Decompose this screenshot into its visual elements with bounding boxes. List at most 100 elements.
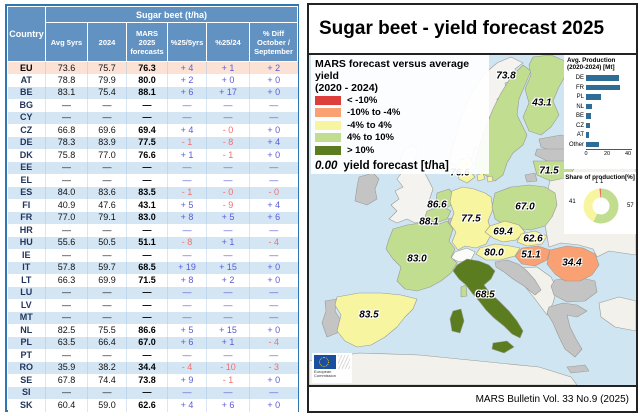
cell: — [206, 386, 250, 399]
table-row: LV — — — — — — [7, 299, 298, 312]
cell: + 6 [267, 212, 281, 223]
map-label-fi: 43.1 [532, 97, 552, 109]
production-inset: Avg. Production (2020-2024) [Mt] DE FR PL N… [564, 55, 636, 169]
cell: 86.6 [126, 324, 168, 337]
cell: — [126, 299, 168, 312]
legend-title-2: (2020 - 2024) [315, 82, 379, 95]
legend-class-label: -10% to -4% [347, 107, 401, 119]
table-row: HU 55.6 50.5 51.1- 8 + 1 - 4 [7, 236, 298, 249]
eu-flag-icon [314, 355, 336, 369]
legend-class-row: -4% to 4% [315, 119, 485, 132]
cell: — [269, 99, 279, 110]
cell: — [206, 111, 250, 124]
country-code: BE [7, 86, 46, 99]
production-bar-row: PL [567, 92, 634, 102]
country-corsica [460, 284, 468, 298]
country-code: FR [7, 211, 46, 224]
cell: — [87, 224, 127, 237]
cell: + 15 [206, 261, 250, 274]
map-label-at: 80.0 [484, 247, 504, 259]
cell: 59.0 [87, 399, 127, 412]
map-label-ro: 34.4 [562, 257, 582, 269]
donut-label-green: 57 [627, 203, 634, 209]
cell: — [45, 161, 88, 174]
cell: 78.3 [45, 136, 88, 149]
country-slovakia [516, 230, 548, 247]
column-header-pct25-24: %25/24 [206, 22, 250, 62]
cell: - 10 [206, 361, 250, 374]
cell: — [126, 224, 168, 237]
legend-swatch [315, 108, 341, 118]
cell: — [87, 111, 127, 124]
cell: 50.5 [87, 236, 127, 249]
cell: — [45, 299, 88, 312]
bar-at [586, 132, 590, 138]
cell: - 0 [206, 186, 250, 199]
cell: 75.8 [45, 149, 88, 162]
cell: — [126, 249, 168, 262]
cell: - 0 [206, 124, 250, 137]
cell: — [206, 299, 250, 312]
cell: + 6 [167, 336, 207, 349]
country-code: HU [7, 236, 46, 249]
table-row: LU — — — — — — [7, 286, 298, 299]
table-row: PT — — — — — — [7, 349, 298, 362]
map-label-se: 73.8 [496, 70, 516, 82]
table-row: MT — — — — — — [7, 311, 298, 324]
cell: + 19 [167, 261, 207, 274]
cell: - 1 [206, 374, 250, 387]
bar-be [586, 113, 592, 119]
cell: + 9 [167, 374, 207, 387]
cell: + 0 [267, 262, 281, 273]
table-row: PL 63.5 66.4 67.0 + 6 + 1 - 4 [7, 336, 298, 349]
cell: — [45, 386, 88, 399]
cell: + 2 [267, 62, 281, 73]
share-donut [583, 188, 619, 224]
yield-table-panel: Country Sugar beet (t/ha) Avg 5yrs 2024 … [5, 4, 299, 412]
cell: — [126, 111, 168, 124]
cell: — [87, 299, 127, 312]
country-code: EL [7, 174, 46, 187]
cell: - 0 [268, 187, 280, 198]
cell: 66.4 [87, 336, 127, 349]
country-code: EE [7, 161, 46, 174]
cell: — [45, 286, 88, 299]
cell: — [45, 111, 88, 124]
cell: - 8 [167, 236, 207, 249]
column-header-avg5yrs: Avg 5yrs [45, 22, 88, 62]
cell: 77.0 [87, 149, 127, 162]
bar-cz [586, 122, 591, 129]
share-donut-wrap: 1 1 41 57 [565, 179, 636, 231]
bar-fr [586, 84, 620, 91]
country-code: AT [7, 74, 46, 87]
cell: — [45, 249, 88, 262]
cell: — [206, 286, 250, 299]
table-row: EE — — — — — — [7, 161, 298, 174]
cell: 66.8 [45, 124, 88, 137]
cell: — [269, 174, 279, 185]
country-code: FI [7, 199, 46, 212]
cell: — [167, 224, 207, 237]
cell: + 1 [206, 336, 250, 349]
country-code: LV [7, 299, 46, 312]
cell: 79.9 [87, 74, 127, 87]
table-row: ES 84.0 83.6 83.5- 1- 0- 0 [7, 186, 298, 199]
cell: — [167, 174, 207, 187]
country-code: MT [7, 311, 46, 324]
table-row: AT 78.8 79.9 80.0 + 2 + 0 + 0 [7, 74, 298, 87]
country-code: CZ [7, 124, 46, 137]
country-romania [546, 245, 600, 282]
cell: — [269, 349, 279, 360]
donut-label-slivers: 1 1 [595, 179, 604, 185]
map-panel: Sugar beet - yield forecast 2025 [307, 3, 638, 413]
cell: + 8 [167, 211, 207, 224]
legend-class-label: 4% to 10% [347, 132, 394, 144]
cell: 38.2 [87, 361, 127, 374]
cell: — [87, 311, 127, 324]
cell: — [167, 286, 207, 299]
cell: + 15 [206, 324, 250, 337]
cell: 83.6 [87, 186, 127, 199]
table-row: IE — — — — — — [7, 249, 298, 262]
production-title: Avg. Production (2020-2024) [Mt] [567, 57, 616, 72]
